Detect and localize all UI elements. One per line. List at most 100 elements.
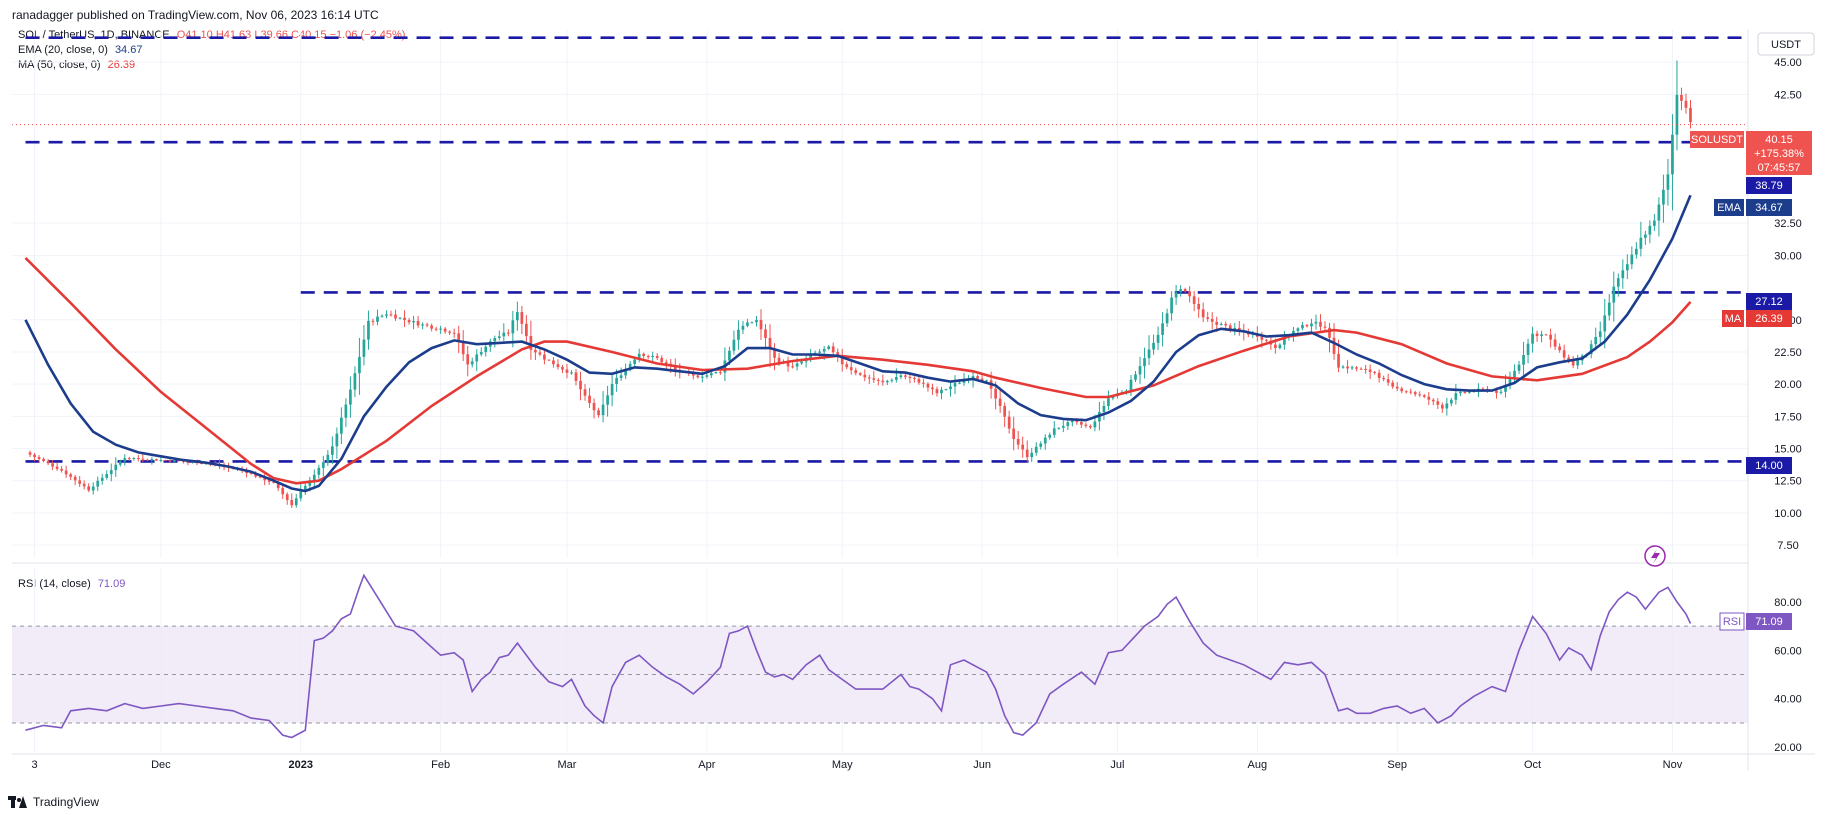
candle-body	[344, 404, 348, 418]
candle-body	[971, 376, 975, 379]
candle-body	[470, 361, 474, 365]
candle-body	[786, 361, 790, 367]
last-price-tag: SOLUSDT 40.15 +175.38% 07:45:57	[1690, 131, 1812, 175]
candle-body	[1657, 204, 1661, 221]
candle-body	[534, 349, 537, 353]
candle-body	[849, 367, 853, 371]
candle-body	[1454, 393, 1458, 400]
candle-body	[1571, 360, 1575, 366]
rsi-legend[interactable]: RSI (14, close) 71.09	[18, 578, 125, 590]
tradingview-footer[interactable]: TradingView	[8, 795, 99, 809]
ema-legend[interactable]: EMA (20, close, 0) 34.67	[18, 44, 142, 56]
candle-body	[777, 357, 781, 363]
level-low-value: 14.00	[1755, 460, 1783, 472]
candle-body	[412, 320, 415, 323]
candle-body	[1129, 379, 1133, 391]
rsi-guide-lines	[12, 625, 1748, 724]
currency-label[interactable]: USDT	[1757, 32, 1815, 56]
candle-body	[502, 332, 506, 337]
candle-body	[899, 375, 903, 378]
candle-body	[561, 367, 564, 370]
candle-body	[890, 379, 894, 381]
candle-body	[1034, 446, 1038, 453]
candle-body	[1350, 367, 1354, 369]
ema-tag: EMA 34.67	[1714, 199, 1792, 216]
candle-body	[1513, 370, 1516, 379]
rsi-tag: RSI 71.09	[1719, 612, 1792, 631]
candle-body	[700, 376, 704, 378]
candle-body	[755, 320, 758, 323]
price-tick-label: 22.50	[1774, 347, 1802, 359]
candle-body	[1301, 325, 1304, 329]
candle-body	[303, 485, 307, 492]
candle-body	[840, 356, 844, 365]
candle-body	[1689, 107, 1692, 123]
candle-body	[141, 458, 145, 460]
candle-body	[1201, 309, 1205, 318]
candle-body	[619, 375, 623, 378]
time-tick-label: Feb	[431, 759, 450, 771]
candle-body	[1057, 427, 1061, 429]
candle-body	[1016, 439, 1020, 445]
candle-body	[367, 320, 370, 340]
candle-body	[1495, 390, 1498, 393]
candle-body	[46, 461, 50, 464]
price-tick-label: 15.00	[1774, 444, 1802, 456]
candle-body	[155, 459, 158, 461]
candle-body	[800, 361, 803, 364]
candle-body	[1337, 353, 1340, 368]
price-tick-label: 10.00	[1774, 508, 1802, 520]
candle-body	[452, 332, 456, 334]
price-tick-label: 32.50	[1774, 218, 1802, 230]
time-tick-label: 2023	[289, 759, 313, 771]
candle-body	[294, 498, 298, 506]
candle-body	[552, 360, 555, 365]
candle-body	[547, 359, 551, 361]
currency-text: USDT	[1771, 39, 1801, 51]
candle-body	[931, 387, 934, 390]
candle-body	[949, 386, 952, 390]
candle-body	[1107, 398, 1110, 406]
time-axis-ticks: 3 Dec 2023 Feb Mar Apr May Jun Jul Aug Sep Oct Nov	[31, 759, 1682, 771]
candle-body	[1021, 444, 1025, 450]
candle-body	[281, 488, 285, 495]
candle-body	[1400, 388, 1404, 392]
time-tick-label: May	[832, 759, 853, 771]
candle-body	[759, 320, 763, 330]
candle-body	[1093, 421, 1097, 428]
candle-body	[1644, 234, 1647, 238]
candle-body	[96, 480, 100, 487]
candle-body	[1630, 254, 1634, 265]
candle-body	[1233, 327, 1237, 330]
ema-legend-label: EMA (20, close, 0)	[18, 44, 108, 56]
candle-body	[592, 402, 596, 411]
candle-body	[737, 329, 740, 340]
candle-body	[1039, 443, 1043, 447]
lightning-icon[interactable]	[1644, 545, 1666, 567]
candle-body	[1544, 334, 1548, 336]
brand-name: TradingView	[33, 795, 100, 809]
candle-body	[1192, 296, 1196, 304]
candle-body	[1463, 392, 1467, 394]
candle-body	[845, 364, 849, 368]
candle-body	[1138, 366, 1142, 375]
candle-body	[1278, 344, 1282, 349]
candle-body	[538, 352, 542, 355]
candle-body	[136, 458, 140, 460]
candle-body	[1481, 388, 1485, 390]
candle-body	[597, 410, 600, 416]
candle-body	[267, 480, 271, 482]
candle-body	[100, 477, 104, 481]
candle-body	[118, 461, 122, 465]
candle-body	[872, 378, 876, 380]
candle-body	[479, 352, 483, 355]
level-mid-value: 27.12	[1755, 296, 1783, 308]
candle-body	[1296, 328, 1300, 331]
candle-body	[1179, 289, 1182, 293]
candle-body	[1391, 382, 1395, 387]
candle-body	[1440, 404, 1444, 409]
candle-body	[416, 320, 420, 326]
candle-body	[673, 366, 677, 370]
candle-body	[1499, 391, 1503, 393]
